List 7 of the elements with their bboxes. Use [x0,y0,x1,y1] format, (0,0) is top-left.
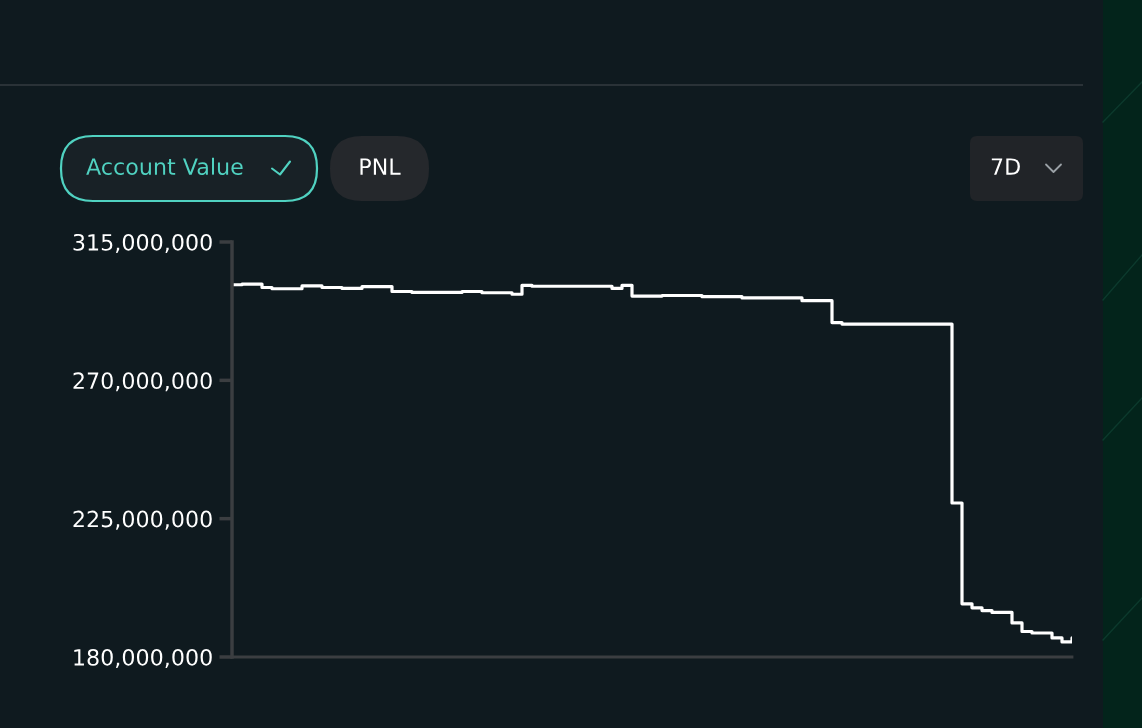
y-tick-label: 180,000,000 [74,648,212,669]
text: Account Value [86,157,243,175]
y-tick-label: 270,000,000 [73,372,212,392]
text: PNL [360,158,401,175]
y-tick-label: 225,000,000 [73,510,212,530]
text: 7D [991,158,1020,175]
y-tick-label: 315,000,000 [73,233,212,254]
